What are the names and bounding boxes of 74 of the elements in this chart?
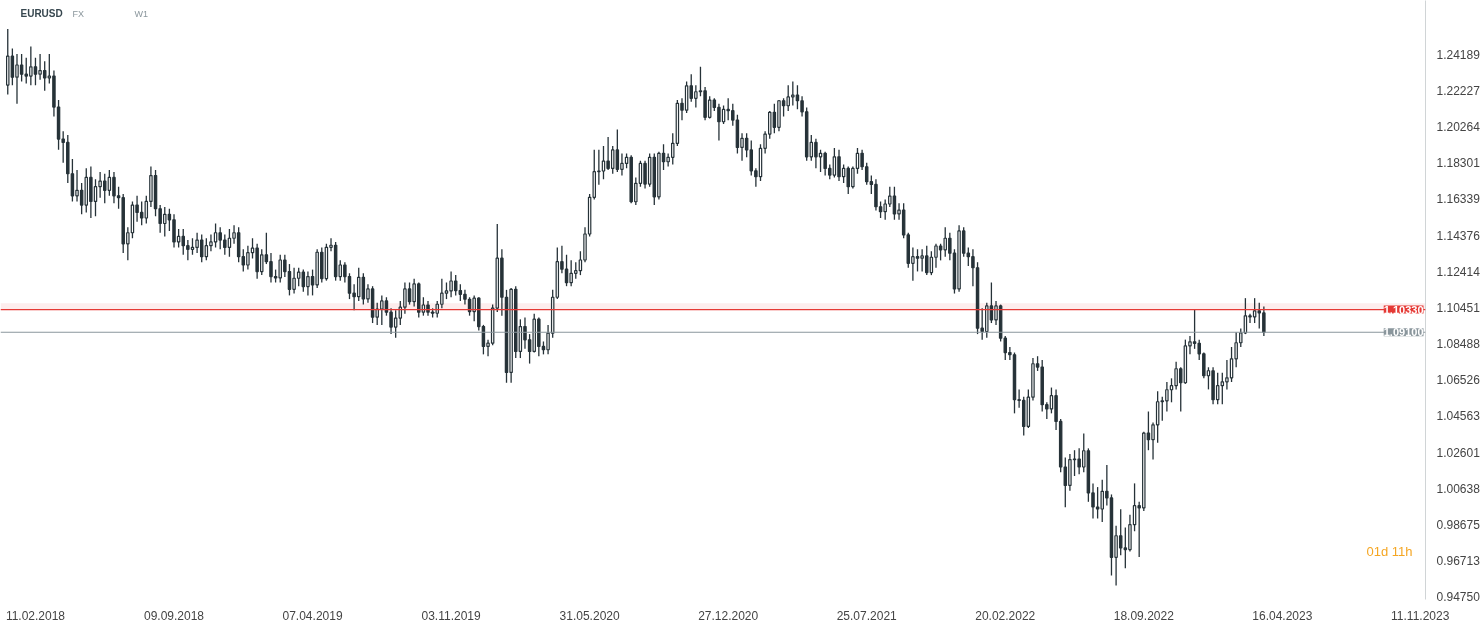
y-tick-label: 1.00638 [1436, 481, 1481, 496]
candlestick [380, 294, 384, 326]
candlestick [1252, 297, 1257, 324]
candlestick [172, 213, 176, 249]
x-tick-label: 11.02.2018 [5, 608, 66, 622]
ref-line-label: 1.09100 [1383, 326, 1424, 339]
candlestick [892, 186, 897, 221]
y-tick-label: 0.96713 [1436, 554, 1481, 569]
candlestick [463, 289, 467, 306]
x-tick-label: 31.05.2020 [559, 608, 620, 622]
y-tick-label: 1.20264 [1436, 119, 1481, 134]
candlestick [356, 267, 361, 302]
candlestick [749, 139, 754, 177]
candlestick [102, 173, 107, 204]
y-tick-label: 1.14376 [1436, 228, 1481, 243]
candlestick [453, 274, 458, 297]
candlestick [213, 222, 218, 249]
candlestick [934, 243, 938, 269]
annotation: W1 [134, 8, 148, 19]
candlestick [610, 145, 615, 175]
candlestick [292, 267, 296, 295]
y-tick-label: 1.08488 [1436, 337, 1481, 352]
candlestick [199, 233, 204, 263]
candlestick [620, 152, 624, 177]
candlestick [19, 53, 24, 83]
x-tick-label: 07.04.2019 [282, 608, 343, 622]
y-tick-label: 1.02601 [1436, 445, 1481, 460]
x-tick-label: 16.04.2023 [1252, 608, 1313, 622]
candlestick [15, 53, 19, 105]
candlestick [1095, 486, 1100, 520]
candlestick [874, 178, 878, 212]
candlestick [112, 171, 116, 204]
x-tick-label: 20.02.2022 [975, 608, 1036, 622]
y-tick-label: 1.12414 [1436, 264, 1481, 279]
x-tick-label: 27.12.2020 [698, 608, 759, 622]
candlestick [601, 145, 606, 180]
candlestick [915, 248, 920, 273]
ref-line-label: 1.10330 [1383, 303, 1424, 316]
candlestick [1192, 308, 1197, 350]
y-tick-label: 1.18301 [1436, 156, 1481, 171]
x-tick-label: 18.09.2022 [1113, 608, 1175, 622]
candlestick [1225, 359, 1229, 391]
x-tick-label: 25.07.2021 [836, 608, 898, 622]
candlestick [42, 60, 47, 92]
y-tick-label: 1.10451 [1436, 300, 1481, 315]
text: EURUSD [20, 8, 63, 19]
y-tick-label: 0.98675 [1436, 517, 1481, 532]
y-tick-label: 1.04563 [1436, 409, 1481, 424]
candlestick [832, 147, 837, 179]
candlestick [795, 84, 800, 110]
x-tick-label: 09.09.2018 [143, 608, 205, 622]
candlestick [837, 149, 841, 182]
candlestick [523, 316, 527, 350]
candlestick [33, 56, 38, 86]
candlestick [306, 270, 310, 297]
y-tick-label: 1.16339 [1436, 192, 1481, 207]
y-tick-label: 1.22227 [1436, 83, 1481, 98]
candlestick [643, 160, 647, 190]
candlestick [1123, 526, 1128, 569]
candlestick [393, 309, 398, 339]
candlestick [75, 169, 79, 203]
candlestick [717, 103, 721, 142]
annotation: FX [72, 8, 85, 19]
candlestick [269, 252, 273, 284]
annotation: 01d 11h [1366, 544, 1413, 559]
y-tick-label: 1.06526 [1436, 373, 1481, 388]
candlestick [139, 200, 144, 227]
x-tick-label: 03.11.2019 [421, 608, 481, 622]
candlestick [1220, 372, 1225, 405]
y-tick-label: 0.94750 [1436, 590, 1481, 605]
candlestick [241, 248, 246, 273]
x-tick-label: 11.11.2023 [1391, 608, 1450, 622]
candlestick [1118, 508, 1123, 556]
y-tick-label: 1.24189 [1436, 47, 1481, 62]
